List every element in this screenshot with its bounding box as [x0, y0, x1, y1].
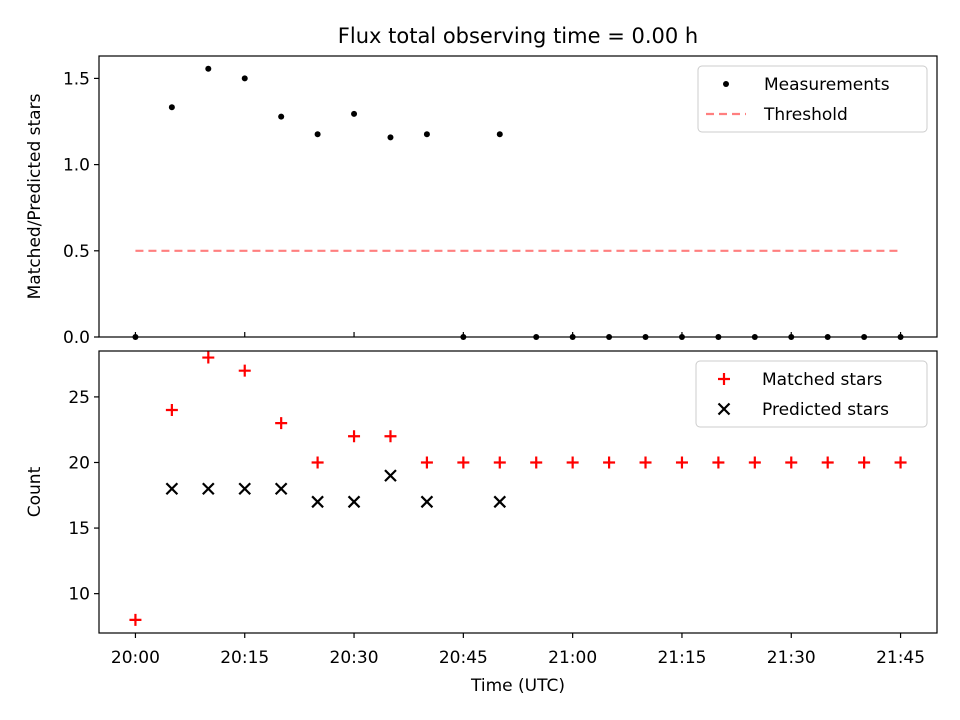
matched-star-point	[675, 456, 688, 469]
measurement-point	[387, 134, 394, 141]
legend-label: Measurements	[764, 75, 890, 95]
matched-star-point	[129, 613, 142, 626]
measurement-point	[460, 334, 467, 340]
x-tick-label: 20:15	[220, 648, 269, 668]
legend-box	[697, 65, 928, 133]
legend-label: Matched stars	[762, 370, 882, 390]
measurement-point	[351, 110, 358, 117]
measurement-point	[788, 334, 795, 340]
matched-star-point	[420, 456, 433, 469]
y-tick-label: 1.0	[63, 156, 90, 176]
legend-measurement-swatch	[723, 81, 729, 87]
matched-star-point	[603, 456, 616, 469]
matched-star-point	[165, 404, 178, 417]
x-tick-label: 20:45	[439, 648, 488, 668]
measurement-point	[715, 334, 722, 340]
measurement-point	[569, 334, 576, 340]
x-tick-label: 20:00	[111, 648, 160, 668]
predicted-star-point	[274, 482, 288, 495]
matched-star-point	[858, 456, 871, 469]
measurement-point	[824, 334, 831, 340]
measurement-point	[751, 334, 758, 340]
y-tick-label: 0.0	[63, 328, 90, 348]
matched-star-point	[894, 456, 907, 469]
matched-star-point	[748, 456, 761, 469]
predicted-star-point	[384, 469, 397, 482]
legend-box	[695, 360, 928, 428]
matched-star-point	[275, 417, 288, 430]
predicted-star-point	[202, 482, 215, 495]
legend-matched-swatch	[718, 373, 730, 385]
matched-star-point	[202, 351, 215, 364]
count-panel: 10 15 20 25 20:00 20:15 20:30 20:45 21:00 21:15 21…	[25, 350, 938, 668]
x-tick-label: 20:30	[330, 648, 379, 668]
x-tick-label: 21:30	[767, 648, 816, 668]
matched-star-point	[311, 456, 324, 469]
predicted-star-point	[420, 495, 434, 509]
x-tick-label: 21:45	[876, 648, 925, 668]
measurement-point	[861, 334, 868, 340]
measurement-point	[132, 334, 139, 340]
measurement-point	[606, 334, 613, 340]
plot-frame	[98, 350, 938, 634]
matched-star-point	[384, 430, 397, 443]
measurement-point	[423, 131, 430, 138]
legend-label: Predicted stars	[762, 400, 889, 420]
y-tick-label: 25	[68, 388, 90, 408]
measurement-point	[533, 334, 540, 340]
measurement-point	[278, 113, 285, 120]
measurement-point	[642, 334, 649, 340]
measurement-point	[496, 131, 503, 138]
predicted-star-point	[238, 482, 252, 495]
matched-star-point	[821, 456, 834, 469]
measurement-point	[168, 104, 175, 111]
measurement-point	[205, 65, 212, 72]
legend-label: Threshold	[763, 105, 848, 125]
matched-star-point	[457, 456, 470, 469]
legend-predicted-swatch	[717, 402, 731, 416]
measurement-point	[897, 334, 904, 340]
matched-star-point	[639, 456, 652, 469]
y-tick-label: 15	[68, 519, 90, 539]
matched-star-point	[530, 456, 543, 469]
y-tick-label: 20	[68, 453, 90, 473]
y-tick-label: 10	[68, 585, 90, 605]
x-axis-label: Time (UTC)	[470, 676, 565, 696]
predicted-star-point	[347, 495, 361, 509]
predicted-star-point	[311, 495, 324, 509]
y-tick-label: 0.5	[63, 242, 90, 262]
x-tick-label: 21:00	[548, 648, 597, 668]
matched-star-point	[348, 430, 361, 443]
matched-star-point	[238, 364, 251, 377]
chart-title: Flux total observing time = 0.00 h	[338, 24, 698, 48]
y-tick-label: 1.5	[63, 69, 90, 89]
matched-star-point	[785, 456, 798, 469]
matched-star-point	[493, 456, 506, 469]
measurement-point	[314, 131, 321, 138]
matched-star-point	[566, 456, 579, 469]
measurement-point	[678, 334, 685, 340]
plot-frame	[98, 55, 938, 338]
ratio-panel: 0.0 0.5 1.0 1.5 Matched/Predicted stars Measu…	[25, 55, 938, 348]
matched-star-point	[712, 456, 725, 469]
predicted-star-point	[165, 482, 179, 495]
predicted-star-point	[493, 495, 507, 509]
y-axis-label: Count	[25, 466, 45, 517]
measurement-point	[241, 75, 248, 82]
x-tick-label: 21:15	[657, 648, 706, 668]
y-axis-label: Matched/Predicted stars	[25, 93, 45, 299]
